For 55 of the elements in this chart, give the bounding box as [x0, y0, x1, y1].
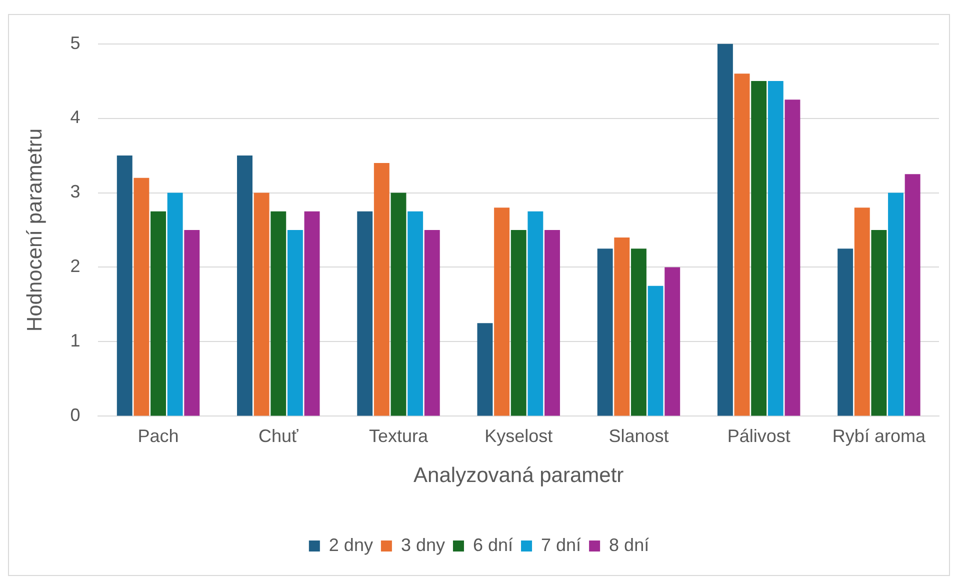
y-tick-label: 3 [70, 182, 80, 202]
x-tick-label: Textura [368, 426, 429, 446]
bar [648, 286, 664, 416]
bar [888, 192, 904, 416]
x-tick-label: Pálivost [727, 426, 790, 446]
bar [751, 81, 767, 416]
bar [614, 237, 630, 416]
x-axis-title: Analyzovaná parametr [414, 464, 624, 488]
x-tick-label: Rybí aroma [832, 426, 926, 446]
bar [630, 248, 646, 416]
y-axis-title: Hodnocení parametru [23, 128, 46, 332]
bar [116, 156, 132, 416]
y-tick-label: 4 [70, 107, 80, 128]
bar [424, 230, 440, 416]
bar [270, 211, 286, 416]
y-tick-label: 5 [70, 32, 80, 53]
legend-label: 8 dní [609, 534, 650, 555]
bar [167, 192, 183, 416]
bar [304, 211, 320, 416]
bar [734, 74, 750, 416]
x-tick-label: Pach [138, 426, 179, 446]
bar [854, 208, 870, 416]
bar [134, 178, 150, 416]
bar [528, 211, 544, 416]
y-tick-label: 0 [70, 405, 80, 426]
bar [784, 100, 800, 416]
y-tick-label: 1 [70, 330, 80, 351]
bar [374, 162, 390, 416]
bar [357, 211, 373, 416]
y-tick-label: 2 [70, 256, 80, 276]
bar [254, 192, 270, 416]
x-tick-label: Slanost [608, 426, 669, 446]
legend-label: 3 dny [400, 534, 445, 555]
x-tick-label: Kyselost [484, 426, 553, 446]
bar [184, 230, 200, 416]
bar [510, 230, 526, 416]
bar [717, 44, 733, 416]
legend-label: 6 dní [472, 534, 514, 555]
bar [597, 248, 613, 416]
bar [838, 248, 854, 416]
bar [664, 267, 680, 416]
bar [494, 208, 510, 416]
bar [904, 174, 920, 416]
bar [150, 211, 166, 416]
bar [477, 323, 493, 416]
legend-label: 2 dny [328, 534, 373, 555]
bar [768, 81, 784, 416]
bar [871, 230, 887, 416]
bar [408, 211, 424, 416]
bar [390, 192, 406, 416]
legend-label: 7 dní [541, 534, 582, 555]
bar [237, 156, 252, 416]
bar [287, 230, 303, 416]
x-tick-label: Chuť [258, 426, 299, 446]
bar [544, 230, 560, 416]
